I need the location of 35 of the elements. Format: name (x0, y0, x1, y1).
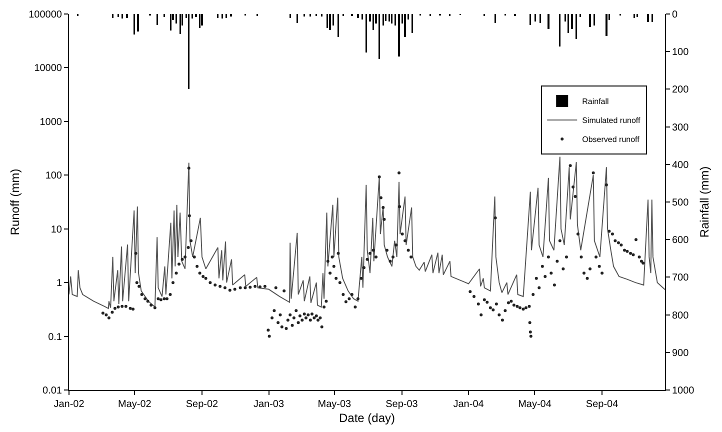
y-tick-label: 1 (56, 278, 62, 290)
legend-label: Simulated runoff (582, 116, 642, 126)
x-tick-label: Sep-03 (386, 399, 418, 410)
x-tick-label: May-04 (518, 399, 552, 410)
y-tick-label: 100 (45, 170, 62, 182)
y2-tick-label: 600 (672, 235, 690, 246)
y2-tick-label: 800 (672, 310, 690, 322)
y2-tick-label: 300 (672, 122, 690, 134)
y2-tick-label: 200 (672, 84, 690, 96)
y-tick-label: 10000 (34, 63, 62, 74)
x-tick-label: Sep-04 (586, 399, 619, 410)
x-tick-label: Jan-04 (453, 399, 484, 410)
y-tick-label: 100000 (28, 10, 62, 20)
y2-tick-label: 100 (672, 47, 690, 58)
y2-tick-label: 1000 (672, 386, 695, 396)
legend-label: Rainfall (582, 97, 610, 106)
y-tick-label: 0.01 (42, 386, 62, 396)
y2-tick-label: 900 (672, 348, 690, 359)
x-tick-label: Jan-03 (253, 399, 284, 410)
y-axis-title: Runoff (mm) (8, 168, 22, 236)
y2-axis-title: Rainfall (mm) (698, 166, 712, 238)
y2-tick-label: 700 (672, 272, 690, 284)
x-tick-label: Jan-02 (54, 399, 85, 410)
y-tick-label: 10 (50, 224, 62, 236)
line-series (69, 156, 665, 309)
legend-label: Observed runoff (582, 135, 640, 144)
y2-tick-label: 400 (672, 160, 690, 171)
x-tick-label: May-02 (118, 399, 152, 410)
x-tick-label: May-03 (318, 399, 352, 410)
y2-tick-label: 0 (672, 10, 678, 20)
x-axis-title: Date (day) (338, 410, 396, 425)
x-tick-label: Sep-02 (186, 399, 219, 410)
y-tick-label: 0.1 (48, 332, 62, 343)
y-tick-label: 1000 (40, 116, 62, 128)
y2-tick-label: 500 (672, 198, 690, 208)
